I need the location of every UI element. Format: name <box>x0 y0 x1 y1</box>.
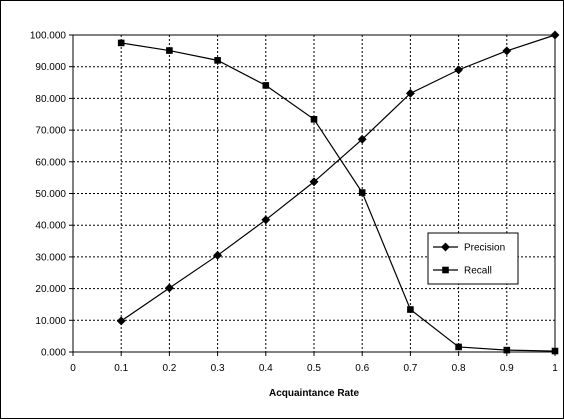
x-tick-label: 0 <box>70 363 76 374</box>
recall-point <box>262 82 270 89</box>
y-axis-ticks: 0.000 10.000 20.000 30.000 40.000 50.000 60.00… <box>30 31 73 359</box>
series-precision <box>116 30 560 326</box>
precision-point <box>550 30 560 40</box>
x-axis-ticks: 0 0.1 0.2 0.3 0.4 0.5 0.6 0.7 0.8 0.9 1 <box>70 352 558 374</box>
x-axis-title: Acquaintance Rate <box>269 388 359 399</box>
y-tick-label: 10.000 <box>35 316 66 327</box>
recall-point <box>117 39 125 47</box>
x-tick-label: 0.1 <box>114 363 128 374</box>
recall-point <box>455 343 462 351</box>
legend: Precision Recall <box>427 232 519 285</box>
precision-point <box>502 46 512 56</box>
precision-point <box>357 134 367 144</box>
legend-label-recall: Recall <box>464 266 492 277</box>
precision-point <box>116 316 126 326</box>
y-tick-label: 100.000 <box>30 31 67 42</box>
legend-label-precision: Precision <box>464 243 505 254</box>
recall-point <box>310 116 318 123</box>
precision-line <box>120 34 556 322</box>
precision-point <box>164 283 174 293</box>
legend-box <box>427 232 519 285</box>
series-layer <box>116 30 560 355</box>
recall-point <box>214 57 221 64</box>
y-tick-label: 50.000 <box>35 189 66 200</box>
x-tick-label: 0.6 <box>355 363 369 374</box>
precision-point <box>309 177 319 187</box>
precision-point <box>405 88 415 98</box>
precision-point <box>261 215 271 225</box>
y-tick-label: 60.000 <box>35 157 66 168</box>
y-tick-label: 40.000 <box>35 221 66 232</box>
legend-marker-recall <box>442 266 449 274</box>
precision-point <box>213 250 223 260</box>
x-tick-label: 0.2 <box>162 363 176 374</box>
y-tick-label: 30.000 <box>35 252 66 263</box>
x-tick-label: 0.9 <box>500 363 514 374</box>
recall-point <box>166 47 173 54</box>
x-tick-label: 0.4 <box>259 363 273 374</box>
legend-marker-precision <box>440 242 451 252</box>
y-tick-label: 80.000 <box>35 94 66 105</box>
recall-point <box>503 346 511 354</box>
x-tick-label: 0.8 <box>452 363 466 374</box>
y-tick-label: 20.000 <box>35 284 66 295</box>
y-tick-label: 0.000 <box>41 348 66 359</box>
precision-point <box>454 65 464 75</box>
series-recall <box>117 39 559 355</box>
recall-line <box>121 42 556 352</box>
grid-lines <box>73 35 555 352</box>
y-tick-label: 90.000 <box>35 62 66 73</box>
y-tick-label: 70.000 <box>35 126 66 137</box>
recall-point <box>551 347 559 355</box>
x-tick-label: 1 <box>552 363 558 374</box>
x-tick-label: 0.7 <box>403 363 417 374</box>
recall-point <box>407 306 414 313</box>
x-tick-label: 0.5 <box>307 363 321 374</box>
x-tick-label: 0.3 <box>211 363 225 374</box>
recall-point <box>358 189 366 196</box>
